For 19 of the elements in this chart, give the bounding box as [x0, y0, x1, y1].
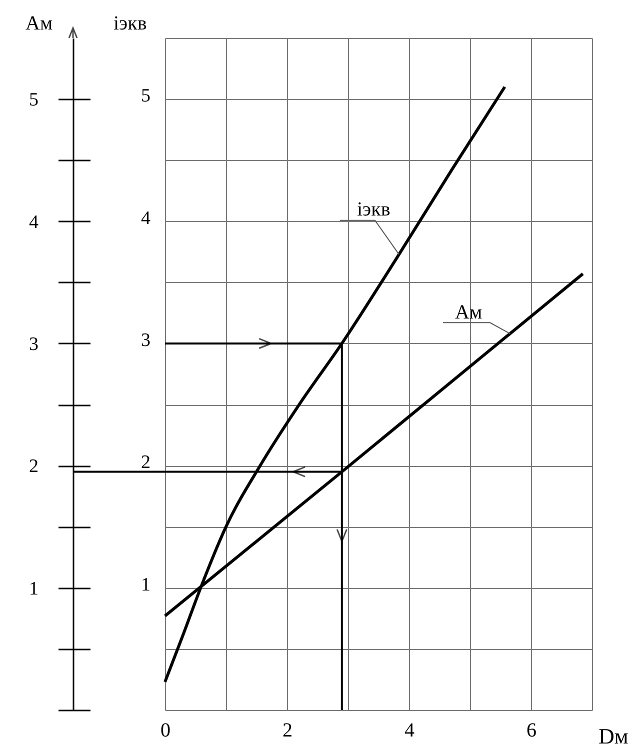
- y2-tick-label: 2: [29, 456, 38, 478]
- y-axis-title: iэкв: [114, 12, 147, 34]
- x-tick-label: 6: [526, 720, 536, 742]
- y2-tick-label: 1: [29, 578, 38, 600]
- y2-tick-label: 3: [29, 334, 38, 355]
- y-tick-label: 3: [141, 330, 150, 351]
- series-label: iэкв: [357, 198, 390, 220]
- series-label: Aм: [455, 302, 482, 324]
- x-tick-label: 0: [160, 720, 170, 742]
- y-tick-label: 1: [141, 574, 150, 596]
- y-tick-label: 5: [141, 86, 150, 107]
- y2-tick-label: 5: [29, 90, 38, 111]
- x-axis-title: Dм: [598, 724, 628, 746]
- y-tick-label: 2: [141, 452, 150, 474]
- x-tick-label: 2: [282, 720, 292, 742]
- y2-tick-label: 4: [29, 212, 39, 233]
- y-tick-label: 4: [141, 208, 151, 229]
- y2-axis-title: Aм: [26, 12, 53, 34]
- x-tick-label: 4: [404, 720, 414, 742]
